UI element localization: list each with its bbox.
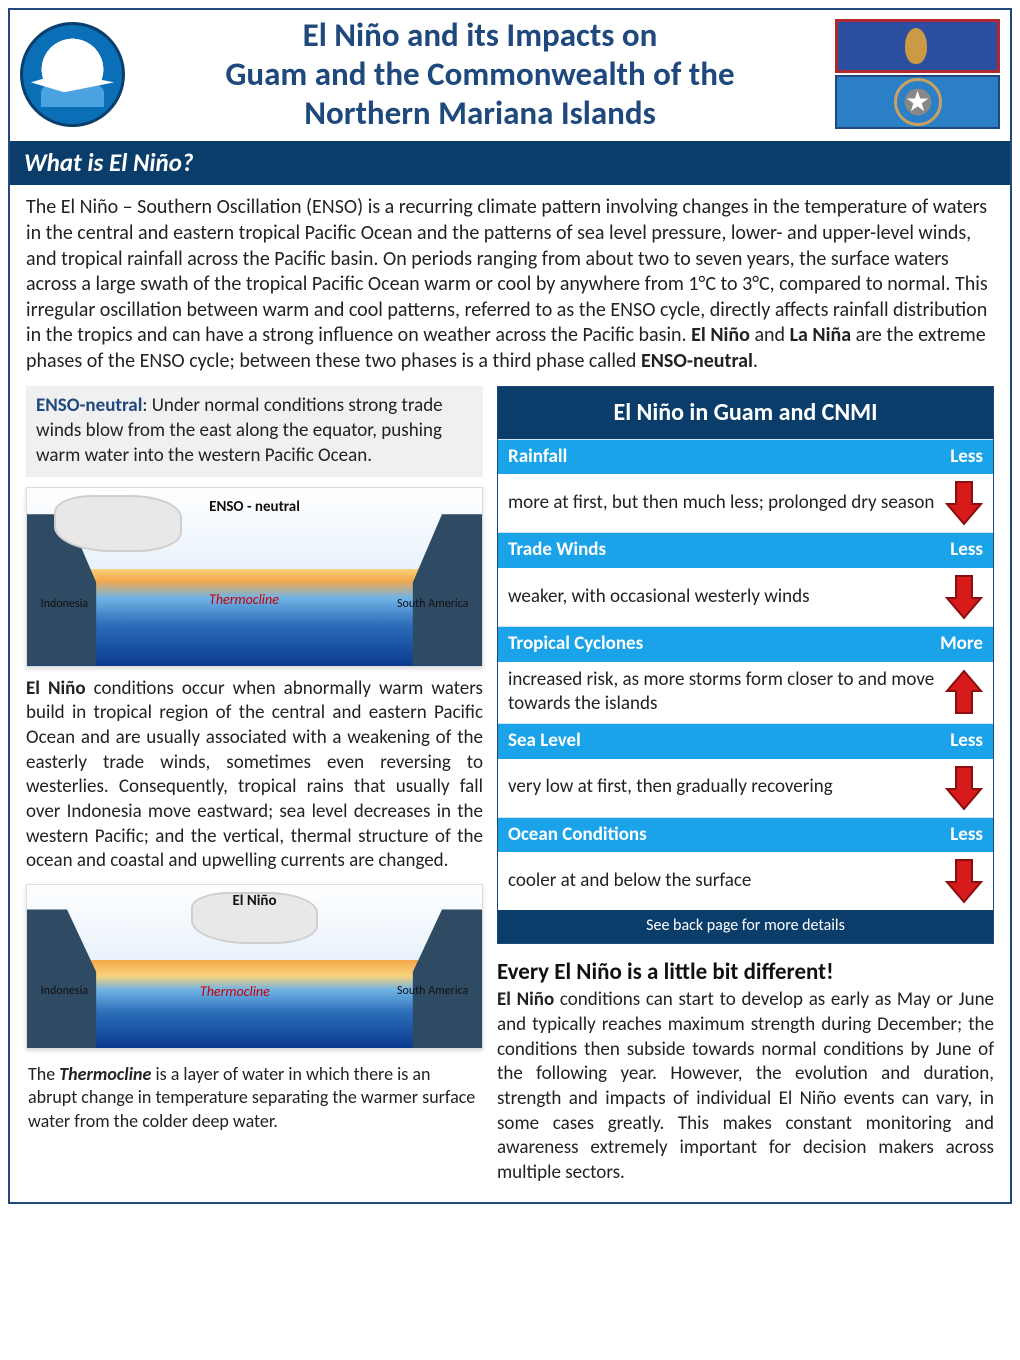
- impacts-row-tag: Less: [950, 445, 983, 470]
- diagram2-right-label: South America: [397, 984, 468, 1000]
- el-nino-paragraph: El Niño conditions occur when abnormally…: [26, 677, 483, 875]
- title-line-1: El Niño and its Impacts on: [303, 15, 658, 55]
- header: El Niño and its Impacts on Guam and the …: [10, 10, 1010, 139]
- section-heading-what-is: What is El Niño?: [10, 141, 1010, 186]
- enso-neutral-diagram: ENSO - neutral Thermocline Indonesia Sou…: [26, 487, 483, 667]
- bold-el-nino: El Niño: [691, 323, 750, 347]
- intro-mid: and: [754, 323, 789, 347]
- page-frame: El Niño and its Impacts on Guam and the …: [8, 8, 1012, 1204]
- guam-flag: [835, 19, 1000, 73]
- every-el-nino-paragraph: El Niño conditions can start to develop …: [497, 988, 994, 1186]
- diagram1-left-label: Indonesia: [41, 597, 88, 613]
- diagram2-left-label: Indonesia: [41, 984, 88, 1000]
- impacts-table-footer: See back page for more details: [498, 910, 993, 943]
- impacts-row-desc: increased risk, as more storms form clos…: [508, 668, 935, 717]
- impacts-row-tag: Less: [950, 729, 983, 754]
- impacts-row-desc: more at first, but then much less; prolo…: [508, 491, 935, 516]
- intro-paragraph: The El Niño – Southern Oscillation (ENSO…: [10, 185, 1010, 382]
- enso-neutral-box: ENSO-neutral: Under normal conditions st…: [26, 386, 483, 476]
- every-el-nino-bold: El Niño: [497, 988, 554, 1011]
- impacts-row-body-2: increased risk, as more storms form clos…: [498, 662, 993, 723]
- impacts-row-title: Tropical Cyclones: [508, 632, 643, 657]
- el-nino-bold: El Niño: [26, 677, 86, 700]
- bold-la-nina: La Niña: [790, 323, 852, 347]
- el-nino-text: conditions occur when abnormally warm wa…: [26, 677, 483, 873]
- every-el-nino-body: conditions can start to develop as early…: [497, 988, 994, 1184]
- impacts-row-head-2: Tropical Cyclones More: [498, 626, 993, 662]
- flag-stack: [835, 19, 1000, 129]
- thermocline-footnote: The Thermocline is a layer of water in w…: [26, 1059, 483, 1133]
- impacts-row-title: Rainfall: [508, 445, 567, 470]
- impacts-table: El Niño in Guam and CNMI RainfallLessmor…: [497, 386, 994, 944]
- footnote-bold: Thermocline: [59, 1063, 151, 1085]
- impacts-row-desc: very low at first, then gradually recove…: [508, 775, 935, 800]
- impacts-row-head-4: Ocean Conditions Less: [498, 817, 993, 853]
- diagram2-title: El Niño: [232, 892, 276, 912]
- two-column-layout: ENSO-neutral: Under normal conditions st…: [10, 382, 1010, 1201]
- el-nino-diagram: El Niño Thermocline Indonesia South Amer…: [26, 884, 483, 1049]
- right-column: El Niño in Guam and CNMI RainfallLessmor…: [497, 386, 994, 1185]
- impacts-table-title: El Niño in Guam and CNMI: [498, 387, 993, 438]
- title-line-3: Northern Mariana Islands: [304, 93, 656, 133]
- page-title: El Niño and its Impacts on Guam and the …: [137, 16, 823, 133]
- impacts-row-body-0: more at first, but then much less; prolo…: [498, 474, 993, 532]
- impacts-row-body-3: very low at first, then gradually recove…: [498, 759, 993, 817]
- impacts-row-tag: More: [940, 632, 983, 657]
- diagram1-right-label: South America: [397, 597, 468, 613]
- every-el-nino-block: Every El Niño is a little bit different!…: [497, 952, 994, 1185]
- impacts-row-tag: Less: [950, 538, 983, 563]
- title-line-2: Guam and the Commonwealth of the: [225, 54, 734, 94]
- impacts-row-head-0: Rainfall Less: [498, 439, 993, 475]
- impacts-table-body: Rainfall Less more at first, but then much…: [498, 439, 993, 911]
- thermocline-label-1: Thermocline: [209, 591, 279, 609]
- impacts-row-head-1: Trade Winds Less: [498, 532, 993, 568]
- impacts-row-desc: weaker, with occasional westerly winds: [508, 585, 935, 610]
- impacts-row-title: Sea Level: [508, 729, 581, 754]
- cnmi-flag: [835, 75, 1000, 129]
- impacts-row-body-4: cooler at and below the surface: [498, 852, 993, 910]
- impacts-row-head-3: Sea Level Less: [498, 723, 993, 759]
- bold-enso-neutral: ENSO-neutral: [641, 349, 753, 373]
- footnote-pre: The: [28, 1063, 59, 1085]
- every-el-nino-heading: Every El Niño is a little bit different!: [497, 958, 994, 988]
- left-column: ENSO-neutral: Under normal conditions st…: [26, 386, 483, 1185]
- arrow-down-icon: [945, 480, 983, 526]
- noaa-logo: [20, 22, 125, 127]
- arrow-up-icon: [945, 669, 983, 715]
- diagram1-title: ENSO - neutral: [209, 498, 300, 518]
- impacts-row-tag: Less: [950, 823, 983, 848]
- arrow-down-icon: [945, 858, 983, 904]
- intro-period: .: [753, 349, 758, 373]
- impacts-row-title: Trade Winds: [508, 538, 606, 563]
- arrow-down-icon: [945, 574, 983, 620]
- impacts-row-body-1: weaker, with occasional westerly winds: [498, 568, 993, 626]
- enso-neutral-label: ENSO-neutral: [36, 394, 142, 417]
- arrow-down-icon: [945, 765, 983, 811]
- impacts-row-title: Ocean Conditions: [508, 823, 647, 848]
- thermocline-label-2: Thermocline: [200, 983, 270, 1001]
- impacts-row-desc: cooler at and below the surface: [508, 869, 935, 894]
